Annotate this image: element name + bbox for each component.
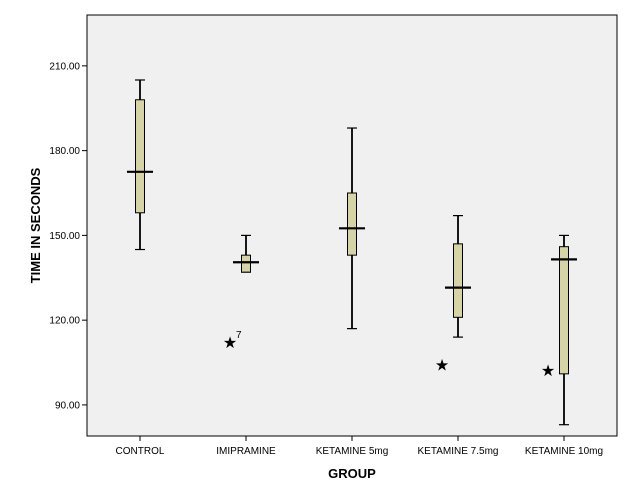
iqr-box bbox=[135, 99, 145, 214]
x-tick-label: KETAMINE 5mg bbox=[316, 446, 389, 457]
x-axis-title: GROUP bbox=[328, 466, 376, 481]
x-axis: CONTROL IMIPRAMINE KETAMINE 5mg KETAMINE 7.… bbox=[116, 436, 603, 457]
outlier-star: ★ bbox=[435, 355, 449, 374]
y-tick-label: 120.00 bbox=[49, 316, 80, 327]
iqr-box bbox=[241, 254, 251, 273]
y-tick-label: 210.00 bbox=[49, 61, 80, 72]
x-tick-label: CONTROL bbox=[116, 446, 165, 457]
box-imipramine: ★7 bbox=[223, 234, 259, 352]
boxes-group: ★7★ ★ bbox=[127, 79, 577, 426]
x-tick-label: KETAMINE 7.5mg bbox=[418, 446, 499, 457]
y-tick-label: 180.00 bbox=[49, 146, 80, 157]
y-axis: 90.00 120.00 150.00 180.00 210.00 bbox=[49, 61, 87, 411]
y-tick-label: 90.00 bbox=[55, 400, 80, 411]
iqr-box bbox=[453, 243, 463, 318]
iqr-box bbox=[347, 192, 357, 256]
outlier-label: 7 bbox=[236, 330, 242, 341]
x-tick-label: KETAMINE 10mg bbox=[525, 446, 603, 457]
outlier-star: ★ bbox=[223, 333, 237, 352]
box-control bbox=[127, 79, 153, 251]
box-ketamine-5mg bbox=[339, 127, 365, 330]
x-tick-label: IMIPRAMINE bbox=[216, 446, 276, 457]
iqr-box bbox=[559, 246, 569, 375]
outlier-star: ★ bbox=[541, 361, 555, 380]
box-ketamine-10mg: ★ bbox=[541, 234, 577, 426]
box-ketamine-7-5mg: ★ bbox=[435, 215, 471, 374]
y-axis-title: TIME IN SECONDS bbox=[28, 167, 43, 283]
y-tick-label: 150.00 bbox=[49, 231, 80, 242]
